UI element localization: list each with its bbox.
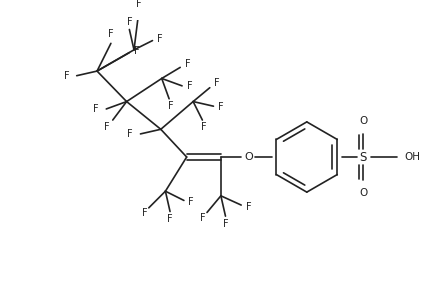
Text: O: O (244, 152, 253, 162)
Text: F: F (214, 78, 220, 88)
Text: F: F (127, 17, 132, 27)
Text: F: F (167, 214, 173, 224)
Text: F: F (136, 0, 141, 9)
Text: S: S (360, 150, 367, 164)
Text: F: F (223, 219, 228, 229)
Text: F: F (108, 29, 114, 39)
Text: F: F (201, 123, 207, 133)
Text: F: F (64, 71, 69, 81)
Text: F: F (157, 34, 162, 44)
Text: F: F (201, 213, 206, 223)
Text: O: O (359, 188, 367, 198)
Text: F: F (218, 102, 224, 112)
Text: F: F (142, 208, 148, 218)
Text: F: F (246, 202, 251, 212)
Text: F: F (187, 81, 192, 91)
Text: F: F (127, 129, 133, 139)
Text: O: O (359, 116, 367, 126)
Text: F: F (104, 123, 110, 133)
Text: F: F (185, 59, 191, 69)
Text: F: F (168, 101, 174, 111)
Text: F: F (188, 197, 194, 207)
Text: F: F (134, 46, 140, 56)
Text: F: F (93, 104, 99, 114)
Text: OH: OH (405, 152, 421, 162)
